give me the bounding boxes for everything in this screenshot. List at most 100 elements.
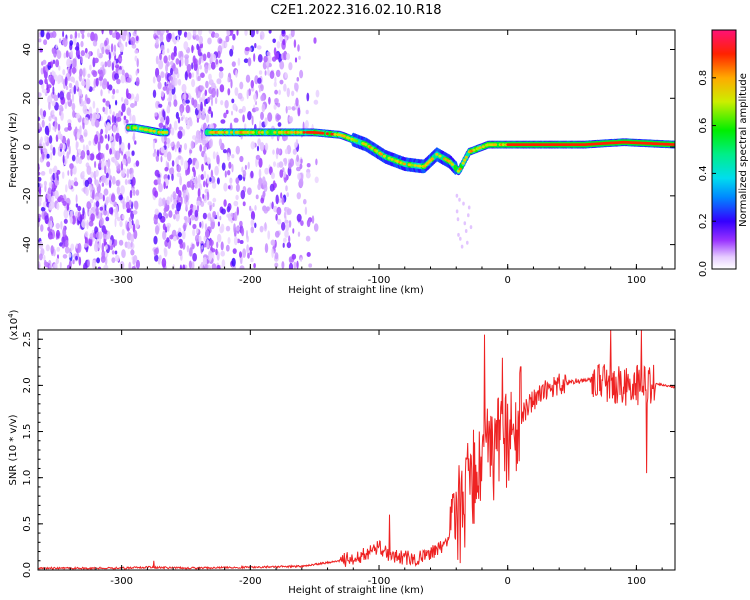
y-tick-label: 0 — [22, 144, 33, 150]
x-tick-label: 100 — [627, 576, 646, 587]
snr-scale-factor: (x104) — [7, 309, 20, 340]
spectrogram-ridge-core — [152, 129, 156, 133]
snr-panel: -300 -200 -100 0 100 0.0 0.5 1.0 1.5 2.0 2.5 Heig… — [7, 309, 676, 596]
spectrogram-ridge-core — [387, 156, 391, 160]
y-tick-label: -40 — [22, 236, 33, 252]
y-tick-label: 1.0 — [22, 470, 33, 486]
colorbar-gradient — [712, 30, 736, 269]
spectrogram-ridge-core — [347, 136, 351, 140]
figure-title: C2E1.2022.316.02.10.R18 — [270, 3, 441, 18]
spectrogram-ridge-core — [157, 130, 161, 134]
x-tick-label: 100 — [627, 275, 646, 286]
spectrogram-ridge-core — [382, 154, 386, 158]
spectrogram-ridge-core — [379, 152, 383, 156]
spectrogram-y-axis-label: Frequency (Hz) — [8, 112, 19, 188]
spectrogram-ridge-core — [456, 169, 461, 173]
spectrogram-frame — [37, 29, 676, 270]
spectrogram-ridge-core — [302, 131, 306, 134]
x-tick-label: 0 — [505, 576, 511, 587]
y-tick-label: 0.5 — [22, 516, 33, 532]
snr-scale-close: ) — [9, 309, 20, 313]
spectrogram-ridge-core — [225, 131, 229, 134]
snr-frame — [37, 329, 676, 571]
snr-x-axis-label: Height of straight line (km) — [288, 585, 424, 596]
spectrogram-ridge-core — [364, 143, 368, 146]
snr-scale-exponent: 4 — [7, 313, 15, 318]
spectrogram-tail-cell — [455, 209, 459, 214]
spectrogram-ridge-core — [418, 164, 422, 168]
colorbar-ticks: 0.0 0.2 0.4 0.6 0.8 — [698, 70, 716, 277]
spectrogram-ridge-core — [165, 131, 169, 134]
spectrogram-ridge-core — [370, 147, 374, 150]
colorbar-tick-label: 0.6 — [698, 118, 709, 134]
snr-x-ticks: -300 -200 -100 0 100 — [43, 330, 663, 587]
spectrogram-ridge-core — [273, 131, 277, 134]
y-tick-label: 2.0 — [22, 377, 33, 393]
spectrogram-ridge-core — [220, 131, 224, 134]
colorbar-tick-label: 0.2 — [698, 213, 709, 229]
spectrogram-ridge-core — [375, 149, 379, 153]
spectrogram-ridge-core — [251, 131, 255, 134]
spectrogram-tail-cell — [464, 229, 468, 233]
spectrogram-ridge-core — [494, 143, 498, 147]
spectrogram-tail-cell — [459, 236, 462, 241]
spectrogram-ridge-core — [435, 153, 439, 156]
spectrogram-tail-cell — [463, 221, 467, 226]
spectrogram-ridge-core — [260, 131, 264, 134]
spectrogram-ridge-core — [342, 134, 346, 138]
spectrogram-ridge-core — [410, 163, 414, 167]
spectrogram-tail-cell — [458, 197, 461, 202]
snr-scale-base: (x10 — [9, 318, 20, 341]
spectrogram-ridge-core — [438, 154, 442, 158]
spectrogram-ridge-core — [321, 131, 325, 135]
spectrogram-tail-cell — [460, 244, 464, 249]
colorbar-tick-label: 0.8 — [698, 70, 709, 86]
spectrogram-ridge-core — [296, 131, 300, 134]
spectrogram-tail-cell — [455, 193, 459, 198]
spectrogram-ridge-core — [290, 131, 294, 134]
spectrogram-ridge-core — [126, 126, 130, 129]
spectrogram-ridge-core — [325, 132, 329, 136]
spectrogram-tail-cell — [466, 240, 469, 245]
colorbar: 0.0 0.2 0.4 0.6 0.8 Normalized spectral ampl… — [698, 29, 749, 277]
x-tick-label: -100 — [368, 576, 391, 587]
y-tick-label: 1.5 — [22, 424, 33, 440]
x-tick-label: -300 — [110, 576, 133, 587]
y-tick-label: 20 — [22, 92, 33, 105]
spectrogram-tail-cell — [469, 225, 473, 230]
spectrogram-x-axis-label: Height of straight line (km) — [288, 285, 424, 296]
spectrogram-ridge-core — [430, 157, 434, 161]
spectrogram-ridge-core — [413, 164, 417, 167]
spectrogram-ridge-core — [299, 131, 303, 134]
spectrogram-tail-cell — [457, 232, 460, 237]
spectrogram-ridge-core — [149, 129, 153, 133]
snr-series-line — [38, 330, 675, 570]
y-tick-label: 0.0 — [22, 562, 33, 578]
spectrogram-ridge-core — [257, 131, 261, 134]
spectrogram-ridge-core — [355, 139, 359, 143]
spectrogram-ridge-core — [229, 131, 234, 134]
spectrogram-ridge-core — [333, 133, 337, 136]
spectrogram-ridge-core — [145, 128, 149, 132]
x-tick-label: -200 — [239, 576, 262, 587]
spectrogram-x-ticks: -300 -200 -100 0 100 — [43, 30, 663, 286]
y-tick-label: 2.5 — [22, 331, 33, 347]
spectrogram-heatmap — [38, 30, 675, 269]
spectrogram-ridge-core — [140, 127, 144, 131]
x-tick-label: -100 — [368, 275, 391, 286]
spectrogram-ridge-core — [463, 158, 467, 162]
snr-y-ticks: 0.0 0.5 1.0 1.5 2.0 2.5 — [22, 331, 675, 578]
x-tick-label: -200 — [239, 275, 262, 286]
colorbar-label: Normalized spectral amplitude — [738, 73, 749, 227]
spectrogram-ridge-core — [450, 163, 454, 166]
spectrogram-tail-cell — [456, 217, 460, 222]
spectrogram-tail-cell — [467, 205, 471, 210]
spectrogram-y-ticks: -40 -20 0 20 40 — [22, 43, 675, 253]
spectrogram-ridge-core — [402, 162, 407, 166]
colorbar-frame — [711, 29, 737, 270]
x-tick-label: 0 — [505, 275, 511, 286]
y-tick-label: 40 — [22, 43, 33, 56]
spectrogram-ridge-core — [134, 126, 138, 130]
spectrogram-ridge-core — [458, 167, 462, 171]
